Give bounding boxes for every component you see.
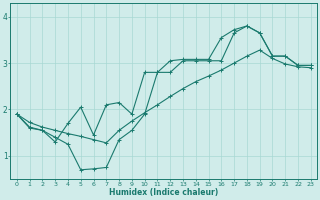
X-axis label: Humidex (Indice chaleur): Humidex (Indice chaleur) xyxy=(109,188,219,197)
